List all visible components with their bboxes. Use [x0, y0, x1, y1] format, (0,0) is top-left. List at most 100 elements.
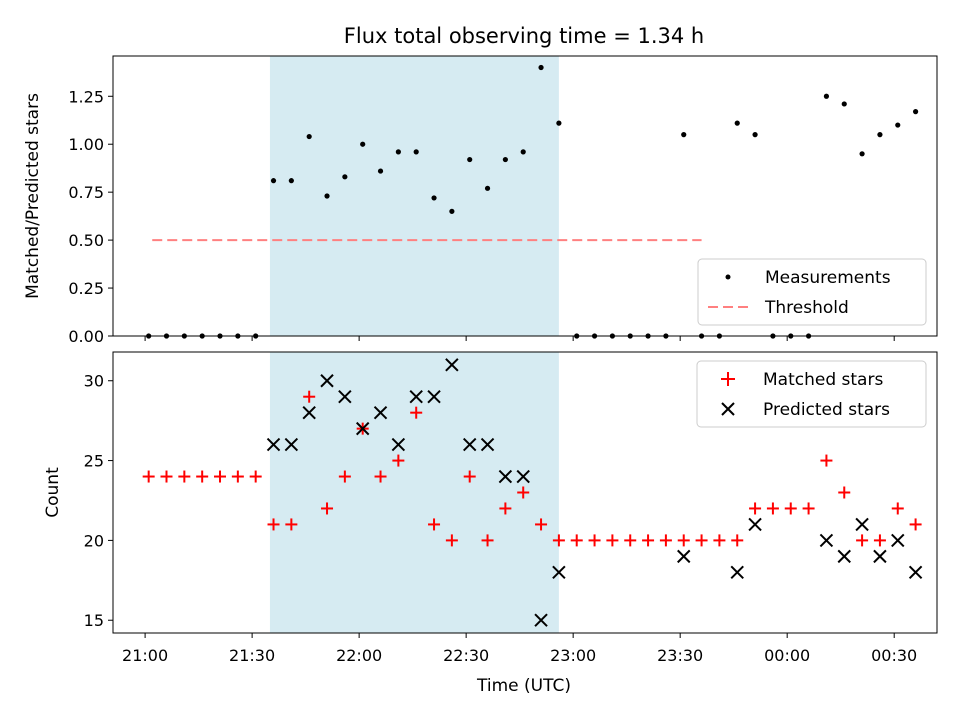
measurement-point [270, 178, 277, 184]
legend-matched-label: Matched stars [763, 370, 883, 390]
bottom-y-ticks: 15 20 25 30 [84, 372, 113, 630]
matched-star-point [321, 502, 334, 515]
matched-star-point [142, 470, 155, 483]
legend-measurements-label: Measurements [765, 268, 891, 288]
matched-star-point [570, 534, 583, 547]
predicted-star-stroke-b [819, 533, 834, 548]
predicted-star-stroke-b [837, 549, 851, 564]
matched-star-point [713, 534, 726, 547]
matched-star-point [338, 470, 351, 483]
predicted-star-stroke-b [373, 405, 388, 420]
bottom-xtick-label: 21:00 [122, 646, 168, 665]
predicted-star-stroke-b [463, 437, 477, 452]
matched-star-point [231, 470, 244, 483]
measurement-point [449, 208, 455, 214]
measurement-point [912, 109, 919, 115]
predicted-star-stroke-b [677, 549, 691, 564]
predicted-star-stroke-b [534, 613, 548, 627]
bottom-legend-box [696, 360, 927, 428]
predicted-star-point [391, 437, 406, 452]
predicted-star-point [908, 565, 923, 580]
measurement-point [734, 120, 740, 126]
predicted-star-point [320, 374, 334, 388]
bottom-ytick-label: 20 [84, 531, 104, 550]
predicted-star-point [427, 389, 441, 404]
predicted-star-stroke-b [730, 565, 744, 580]
predicted-star-stroke-b [748, 517, 762, 532]
matched-star-point [499, 502, 512, 515]
top-x-ticks [144, 336, 895, 341]
bottom-panel: 15 20 25 30 21:00 21:30 22:00 22:30 23:00 23:30 0… [43, 351, 938, 696]
matched-star-point [517, 486, 530, 499]
measurement-point [306, 133, 312, 140]
matched-star-point [588, 534, 601, 547]
matched-star-point [481, 534, 494, 547]
top-panel: 0.00 0.25 0.50 0.75 1.00 1.25 Matched/Predict… [23, 55, 938, 346]
measurement-point [556, 120, 562, 126]
bottom-xtick-label: 23:30 [657, 646, 703, 665]
matched-star-point [802, 502, 815, 515]
matched-star-point [249, 470, 262, 483]
matched-star-point [891, 502, 904, 515]
top-legend: Measurements Threshold [697, 258, 927, 326]
top-y-ticks: 0.00 0.25 0.50 0.75 1.00 1.25 [68, 87, 113, 346]
measurement-point [681, 132, 687, 138]
matched-star-point [677, 534, 690, 547]
measurement-point [484, 185, 491, 191]
predicted-star-stroke-b [391, 437, 406, 452]
bottom-ytick-label: 15 [84, 611, 104, 630]
matched-star-point [552, 534, 565, 547]
measurement-point [752, 132, 758, 138]
predicted-star-stroke-b [355, 421, 370, 436]
predicted-star-stroke-b [266, 437, 281, 452]
measurement-point [467, 156, 473, 163]
matched-star-point [606, 534, 619, 547]
measurement-point [841, 101, 847, 107]
top-shaded-region [269, 56, 559, 336]
count-points [142, 358, 923, 627]
predicted-star-point [338, 389, 352, 404]
predicted-star-stroke-b [445, 358, 459, 372]
predicted-star-point [409, 389, 423, 404]
matched-star-point [392, 454, 405, 467]
matched-star-point [160, 470, 173, 483]
matched-star-point [374, 470, 387, 483]
bottom-ytick-label: 25 [84, 452, 104, 471]
top-legend-box [697, 258, 927, 326]
matched-star-point [642, 534, 655, 547]
bottom-axes-frame [112, 351, 938, 634]
matched-star-point [535, 518, 548, 531]
predicted-star-stroke-b [427, 389, 441, 404]
top-ytick-label: 1.00 [68, 135, 104, 154]
bottom-xtick-label: 22:30 [443, 646, 489, 665]
top-ytick-label: 0.50 [68, 231, 104, 250]
predicted-star-point [498, 469, 513, 484]
predicted-star-stroke-b [891, 533, 905, 548]
x-axis-label: Time (UTC) [476, 676, 571, 696]
measurement-point [895, 122, 901, 128]
matched-star-point [838, 486, 851, 499]
predicted-star-point [373, 405, 388, 420]
legend-threshold-label: Threshold [764, 298, 849, 318]
bottom-xtick-label: 00:30 [871, 646, 917, 665]
predicted-star-point [855, 517, 869, 532]
bottom-legend: Matched stars Predicted stars [696, 360, 927, 428]
predicted-star-point [748, 517, 762, 532]
predicted-star-stroke-b [498, 469, 513, 484]
measurement-point [859, 151, 865, 157]
legend-measurements-marker [725, 274, 731, 280]
measurement-point [377, 168, 384, 174]
matched-star-point [463, 470, 476, 483]
measurement-point [324, 193, 330, 199]
bottom-ytick-label: 30 [84, 372, 104, 391]
predicted-star-stroke-b [480, 437, 495, 452]
predicted-star-point [480, 437, 495, 452]
measurement-point [538, 64, 544, 71]
predicted-star-stroke-b [284, 437, 299, 452]
matched-star-point [303, 390, 316, 403]
top-ytick-label: 0.00 [68, 327, 104, 346]
predicted-star-point [445, 358, 459, 372]
matched-star-point [285, 518, 298, 531]
matched-star-point [731, 534, 744, 547]
